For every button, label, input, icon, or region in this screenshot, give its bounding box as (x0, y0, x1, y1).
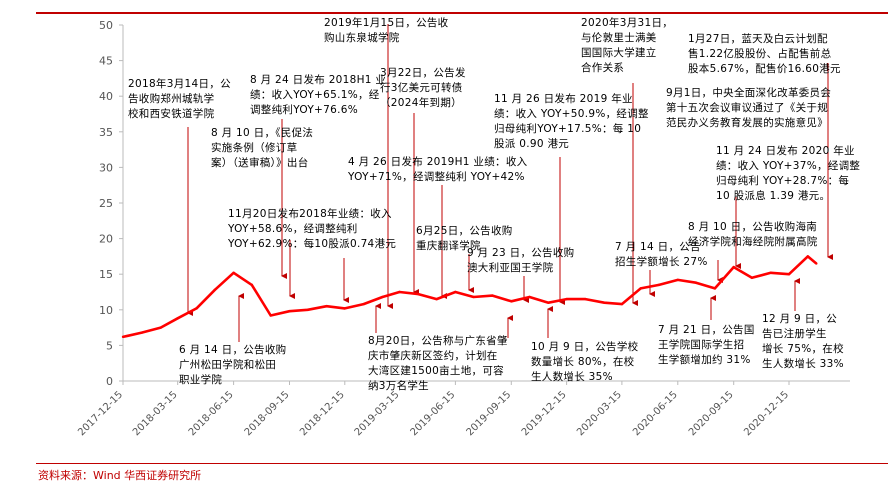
x-tick-label: 2020-03-15 (575, 389, 624, 438)
annotation-2020-07-21: 7 月 21 日，公告国 王学院国际学生招 生学额增加约 31% (658, 324, 755, 366)
price-point (381, 295, 384, 299)
price-point (140, 331, 144, 334)
y-tick-label: 35 (99, 126, 113, 139)
x-tick-label: 2019-12-15 (520, 389, 569, 438)
price-point (232, 271, 235, 274)
x-tick-label: 2017-12-15 (76, 389, 125, 438)
price-point (472, 295, 475, 299)
price-point (750, 276, 754, 279)
top-rule (36, 12, 888, 14)
annotation-2020-09-01: 9月1日，中央全面深化改革委员会 第十五次会议审议通过了《关于规 范民办义务教育… (666, 87, 832, 129)
y-tick-label: 25 (99, 197, 113, 210)
annotation-2018-08-10: 8 月 10 日，《民促法 实施条例（修订草 案）（送审稿）》出台 (211, 127, 314, 169)
price-point (713, 287, 717, 290)
source-note: 资料来源：Wind 华西证券研究所 (38, 469, 202, 482)
y-tick-label: 30 (99, 161, 113, 174)
price-point (195, 307, 198, 310)
price-point (269, 314, 272, 317)
price-point (510, 300, 513, 303)
price-point (603, 301, 606, 304)
y-tick-label: 20 (99, 233, 113, 246)
price-point (398, 290, 401, 294)
price-point (288, 310, 291, 313)
annotation-2019-03-22: 3月22日，公告发 行3亿美元可转债 （2024年到期） (380, 67, 466, 109)
price-point (159, 326, 162, 329)
price-point (121, 335, 125, 339)
annotation-2018-03-14: 2018年3月14日，公 告收购郑州城轨学 校和西安铁道学院 (128, 78, 231, 120)
bottom-rule (36, 463, 888, 464)
price-point (250, 283, 254, 287)
price-point (213, 288, 216, 292)
x-tick-label: 2020-09-15 (687, 389, 736, 438)
price-point (787, 273, 791, 276)
annotation-arrows (187, 24, 833, 342)
price-point (806, 255, 810, 258)
annotation-2020-07-14: 7 月 14 日，公告 招生学额增长 27% (615, 241, 708, 268)
y-tick-label: 10 (99, 304, 113, 317)
price-series (121, 255, 818, 339)
x-tick-label: 2020-12-15 (742, 389, 791, 438)
x-tick-label: 2019-09-15 (465, 389, 514, 438)
price-point (657, 283, 661, 287)
price-point (417, 292, 420, 296)
annotation-2020-11-24: 11 月 24 日发布 2020 年业 绩：收入 YOY+37%，经调整 归母纯… (716, 145, 861, 202)
stock-price-chart: 0 5 10 15 20 25 30 35 40 45 50 2017-12-15 2018-03-15… (76, 19, 850, 438)
price-point (435, 297, 438, 301)
price-point (694, 281, 698, 284)
y-tick-label: 0 (106, 375, 113, 388)
annotation-2020-12-09: 12 月 9 日，公 告已注册学生 增长 75%，在校 生人数增长 33% (762, 313, 844, 370)
annotation-2021-01-27: 1月27日，蓝天及白云计划配 售1.22亿股股份、占配售前总 股本5.67%，配… (688, 33, 841, 75)
x-tick-label: 2018-03-15 (131, 389, 180, 438)
price-point (565, 297, 568, 301)
annotation-2019-04-26: 4 月 26 日发布 2019H1 业绩：收入 YOY+71%，经调整纯利 YO… (348, 156, 528, 183)
price-point (547, 301, 550, 304)
x-tick-label: 2020-06-15 (631, 389, 680, 438)
annotation-2019-10-09: 10 月 9 日，公告学校 数量增长 80%，在校 生人数增长 35% (531, 341, 639, 383)
annotation-2020-08-10: 8 月 10 日，公告收购海南 经济学院和海经院附属高院 (688, 221, 818, 248)
x-tick-label: 2018-12-15 (298, 389, 347, 438)
price-point (362, 302, 365, 306)
annotation-2019-09-23: 9 月 23 日，公告收购 澳大利亚国王学院 (467, 247, 575, 274)
price-point (491, 294, 494, 297)
price-point (325, 305, 328, 308)
x-tick-label: 2018-09-15 (243, 389, 292, 438)
annotation-2018-11-20: 11月20日发布2018年业绩：收入 YOY+58.6%，经调整纯利 YOY+6… (228, 208, 397, 250)
annotation-2019-06-25: 6月25日，公告收购 重庆翻译学院 (416, 225, 513, 252)
y-tick-label: 15 (99, 268, 113, 281)
annotation-2019-01-15: 2019年1月15日，公告收 购山东泉城学院 (324, 17, 449, 44)
price-point (639, 287, 642, 290)
y-tick-label: 5 (106, 339, 113, 352)
annotation-2020-03-31: 2020年3月31日， 与伦敦里士满美 国国际大学建立 合作关系 (581, 17, 674, 74)
y-tick-label: 50 (99, 19, 113, 32)
price-point (343, 307, 346, 310)
y-tick-label: 40 (99, 90, 113, 103)
price-point (620, 302, 624, 306)
price-point (528, 295, 531, 299)
price-point (676, 278, 679, 282)
x-tick-label: 2019-06-15 (409, 389, 458, 438)
price-point (732, 265, 735, 269)
y-tick-label: 45 (99, 55, 113, 68)
price-point (176, 317, 179, 320)
x-tick-label: 2019-03-15 (353, 389, 402, 438)
annotation-2018-06-14: 6 月 14 日，公告收购 广州松田学院和松田 职业学院 (179, 344, 287, 386)
annotation-2018-08-24: 8 月 24 日发布 2018H1 业 绩：收入YOY+65.1%，经 调整纯利… (250, 74, 387, 116)
price-point (769, 271, 772, 274)
price-point (454, 290, 457, 294)
price-point (584, 297, 587, 301)
x-tick-label: 2018-06-15 (187, 389, 236, 438)
price-point (306, 308, 309, 311)
price-point (815, 262, 818, 265)
annotation-2019-08-20: 8月20日，公告称与广东省肇 庆市肇庆新区签约，计划在 大湾区建1500亩土地，… (368, 335, 508, 392)
annotation-2019-11-26: 11 月 26 日发布 2019 年业 绩：收入 YOY+50.9%，经调整 归… (494, 93, 649, 150)
